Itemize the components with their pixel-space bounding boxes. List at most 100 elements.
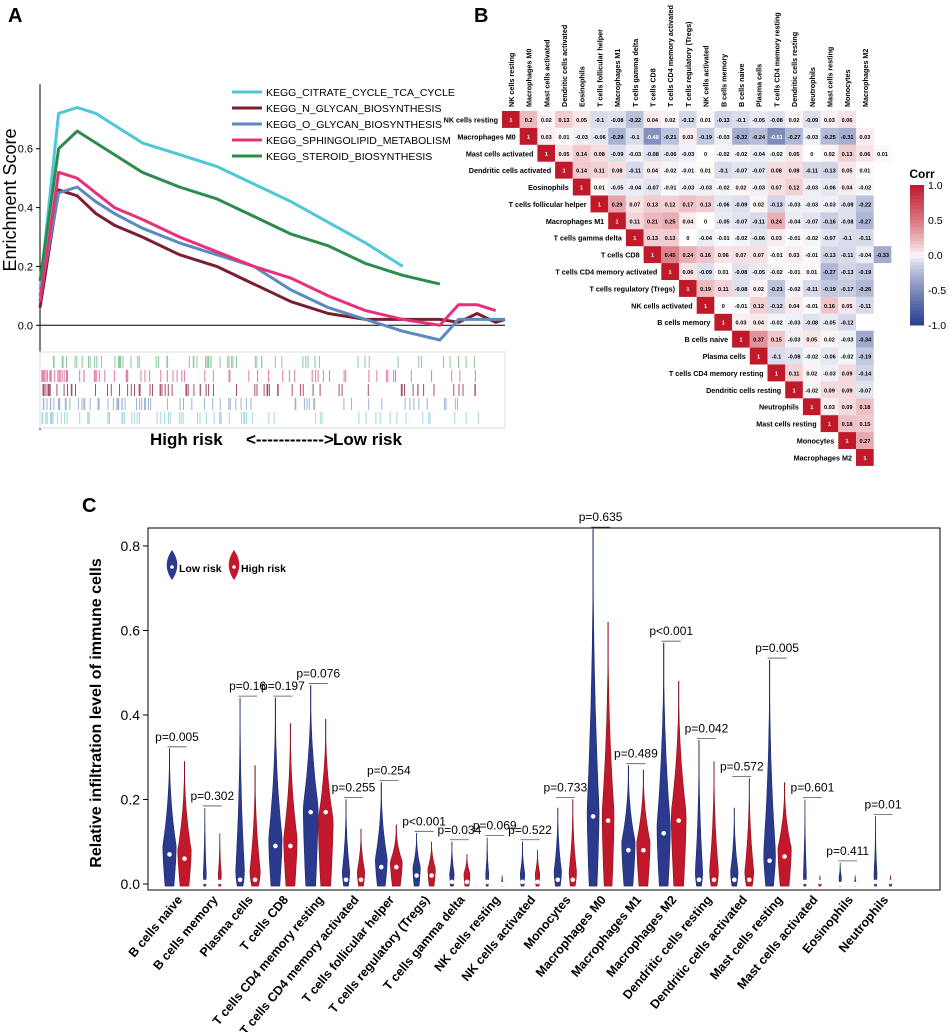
corr-cell (714, 127, 733, 145)
corr-cell-value: 0.05 (559, 152, 570, 158)
corr-row-label-neutrophils: Neutrophils (759, 403, 799, 412)
corr-cell (802, 280, 821, 297)
corr-cell (785, 347, 803, 365)
corr-cell-value: -0.08 (611, 118, 624, 124)
corr-cell (820, 161, 839, 179)
corr-cell (856, 246, 874, 264)
corr-cell-value: -0.03 (823, 371, 836, 377)
corr-cell-value: 1 (704, 304, 707, 310)
corr-cell-value: -0.1 (736, 118, 746, 124)
corr-col-label-b-cells-naive: B cells naive (737, 63, 746, 107)
violin-median-high (429, 873, 434, 878)
corr-cell-value: -0.17 (841, 287, 854, 293)
corr-cell (643, 127, 662, 145)
corr-cell-value: 0.02 (824, 152, 835, 158)
corr-cell (820, 364, 839, 382)
corr-colorbar-step (910, 213, 924, 217)
corr-cell (608, 111, 626, 128)
corr-cell-value: -0.25 (823, 135, 836, 141)
gsea-legend-label-kegg-citrate-cycle-tca-cycle: KEGG_CITRATE_CYCLE_TCA_CYCLE (266, 87, 455, 99)
violin-median-high (782, 854, 787, 859)
violin-low-b-cells-memory (202, 808, 207, 887)
corr-cell (679, 246, 697, 264)
corr-cell (732, 144, 750, 162)
violin-legend-label-low-risk: Low risk (179, 563, 222, 575)
corr-cell (856, 280, 874, 297)
corr-col-label-mast-cells-resting: Mast cells resting (825, 47, 834, 107)
corr-cell (820, 381, 839, 399)
corr-cell (749, 111, 768, 128)
violin-y-axis-label: Relative infiltration level of immune ce… (88, 558, 105, 868)
corr-col-label-t-cells-gamma-delta: T cells gamma delta (631, 38, 640, 107)
corr-cell (625, 212, 644, 230)
corr-colorbar-step (910, 300, 924, 305)
corr-col-label-eosinophils: Eosinophils (578, 66, 587, 107)
corr-colorbar-step (910, 265, 924, 270)
corr-row-label-dendritic-cells-activated: Dendritic cells activated (469, 166, 551, 175)
corr-cell (820, 347, 839, 365)
corr-cell-value: 0.03 (789, 253, 800, 259)
corr-cell (714, 246, 733, 264)
corr-cell (732, 111, 750, 128)
corr-cell (820, 398, 839, 416)
corr-cell-value: -0.03 (805, 186, 818, 192)
violin-median-low (202, 879, 208, 885)
corr-cell-value: 0.05 (842, 304, 853, 310)
corr-cell (856, 381, 874, 399)
corr-cell (661, 195, 679, 213)
corr-cell (714, 195, 733, 213)
corr-cell (732, 263, 750, 280)
corr-cell (767, 296, 786, 314)
violin-median-high (394, 864, 399, 870)
violin-high-t-cells-follicular-helper (389, 824, 403, 887)
corr-cell (732, 127, 750, 145)
corr-cell-value: 1 (669, 270, 672, 276)
violin-high-t-cells-cd4-memory-resting (317, 718, 334, 887)
corr-cell-value: -0.08 (788, 355, 801, 361)
corr-cell-value: 0.13 (842, 152, 853, 158)
corr-col-label-t-cells-cd4-memory-resting: T cells CD4 memory resting (772, 12, 781, 107)
corr-cell-value: -0.11 (841, 253, 853, 259)
corr-cell (714, 144, 733, 162)
corr-cell (732, 246, 750, 264)
violin-median-high (676, 818, 681, 823)
violin-low-macrophages-m1 (621, 765, 636, 887)
corr-cell (714, 296, 733, 314)
corr-cell (696, 229, 715, 247)
corr-cell (767, 280, 786, 297)
corr-cell-value: -0.08 (841, 202, 854, 208)
corr-cell-value: -0.01 (788, 236, 801, 242)
corr-cell-value: -0.07 (823, 236, 836, 242)
corr-cell-value: 1 (509, 118, 512, 124)
corr-col-label-macrophages-m1: Macrophages M1 (613, 49, 622, 107)
corr-cell (820, 313, 839, 331)
corr-cell (820, 263, 839, 280)
corr-colorbar-step (910, 244, 924, 249)
corr-col-label-t-cells-follicular-helper: T cells follicular helper (595, 29, 604, 107)
corr-cell (856, 161, 874, 179)
violin-median-high (641, 847, 646, 853)
corr-cell (732, 178, 750, 196)
corr-cell (820, 127, 839, 145)
corr-cell (590, 144, 609, 162)
corr-cell (838, 364, 856, 382)
corr-cell-value: 0.01 (559, 135, 570, 141)
corr-colorbar-step (910, 188, 924, 193)
corr-cell-value: 0.09 (824, 388, 835, 394)
corr-cell (785, 313, 803, 331)
corr-cell-value: 1 (686, 287, 689, 293)
violin-legend-median (170, 565, 174, 569)
corr-cell-value: 0.11 (718, 287, 729, 293)
corr-cell (838, 398, 856, 416)
corr-cell-value: -0.04 (752, 152, 766, 158)
violin-high-b-cells-naive (177, 761, 192, 887)
corr-row-label-nk-cells-activated: NK cells activated (631, 301, 693, 310)
violin-low-t-cells-regulatory-tregs (412, 833, 421, 887)
gsea-y-tick-label: 0.2 (18, 261, 33, 273)
corr-colorbar-step (910, 321, 924, 326)
corr-cell (714, 161, 733, 179)
corr-cell (608, 144, 626, 162)
corr-cell (590, 195, 609, 213)
corr-cell-value: -0.19 (859, 270, 872, 276)
violin-median-low (273, 843, 278, 849)
